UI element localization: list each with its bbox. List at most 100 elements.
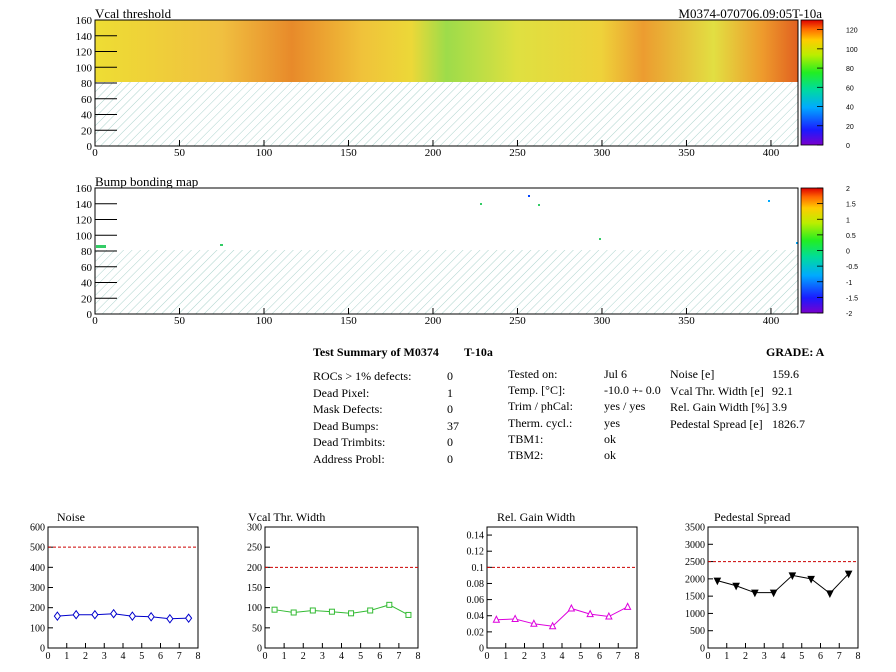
y-tick-label: 0 [87,309,93,321]
x-tick-label: 350 [678,315,695,327]
x-tick-label: 0 [263,651,268,662]
vcal-threshold-map [94,19,799,147]
x-tick-label: 0 [706,651,711,662]
x-tick-label: 8 [416,651,421,662]
x-tick-label: 150 [340,315,357,327]
defect-value: 1 [447,385,453,400]
scale-label: 80 [846,66,854,73]
y-tick-label: 400 [30,563,45,574]
y-tick-label: 100 [76,230,93,242]
x-tick-label: 400 [763,147,780,159]
x-tick-label: 8 [635,651,640,662]
metric-value: 1826.7 [772,417,805,432]
y-tick-label: 1500 [685,592,705,603]
data-point [530,619,538,627]
y-tick-label: 1000 [685,609,705,620]
y-tick-label: 100 [247,603,262,614]
summary-title: Test Summary of M0374 [313,345,439,359]
series-line [496,606,628,627]
x-tick-label: 4 [560,651,565,662]
scale-label: 120 [846,28,858,35]
x-tick-label: 7 [837,651,842,662]
y-tick-label: 80 [81,246,93,258]
vcal-map-data-region [95,20,798,82]
x-tick-label: 7 [396,651,401,662]
defect-label: Dead Pixel: [313,385,370,400]
y-tick-label: 0 [87,141,93,153]
y-tick-label: 0.08 [467,579,485,590]
y-tick-label: 2000 [685,574,705,585]
chart-title: Rel. Gain Width [497,510,575,524]
y-tick-label: 120 [76,215,93,227]
y-tick-label: 600 [30,523,45,534]
x-tick-label: 1 [503,651,508,662]
chart-title: Vcal Thr. Width [248,510,325,524]
data-point [605,611,613,620]
y-tick-label: 200 [30,603,45,614]
data-point [751,589,759,598]
metric-label: Vcal Thr. Width [e] [670,383,764,398]
scale-label: 100 [846,47,858,54]
condition-value: yes [604,415,620,430]
vcal-map-y-axis: 0 20 40 60 80 100 120 140 160 [76,15,117,153]
y-tick-label: 0.06 [467,595,485,606]
x-tick-label: 3 [762,651,767,662]
chart-frame [264,526,419,649]
vcal-map-empty-region [95,82,798,146]
y-tick-label: 160 [76,183,93,195]
x-tick-label: 300 [594,147,611,159]
x-tick-label: 7 [177,651,182,662]
data-point [732,582,740,591]
condition-label: Tested on: [508,367,558,381]
bump-defect-marks [96,195,798,248]
summary-grade: GRADE: A [766,345,825,359]
bump-map-data-region [95,188,798,250]
data-point [309,607,316,614]
y-tick-label: 60 [81,262,93,274]
bump-defect-mark [528,195,530,197]
x-tick-label: 0 [92,315,98,327]
y-tick-label: 0.14 [467,531,485,542]
x-tick-label: 400 [763,315,780,327]
y-tick-label: 500 [690,626,705,637]
y-tick-label: 20 [81,125,93,137]
scale-label: 20 [846,124,854,131]
data-point [386,601,393,608]
condition-value: ok [604,431,616,446]
scale-label: 1.5 [846,202,856,209]
scale-label: 0.5 [846,233,856,240]
condition-value: yes / yes [604,399,646,414]
y-tick-label: 250 [247,543,262,554]
bump-defect-mark [96,245,106,248]
scale-label: -2 [846,311,852,318]
scale-label: -1.5 [846,295,858,302]
bump-map-title: Bump bonding map [95,174,198,189]
vcal-color-bar [800,19,824,146]
condition-value: ok [604,448,616,462]
y-tick-label: 0 [479,644,484,655]
scale-label: 2 [846,186,850,193]
data-point [807,575,815,584]
chart-frame [486,526,638,649]
x-tick-label: 100 [256,147,273,159]
y-tick-label: 0 [257,644,262,655]
y-tick-label: 60 [81,94,93,106]
data-point [185,613,193,623]
x-tick-label: 1 [724,651,729,662]
x-tick-label: 1 [64,651,69,662]
y-tick-label: 300 [30,583,45,594]
x-tick-label: 2 [522,651,527,662]
data-point [290,609,297,616]
x-tick-label: 4 [121,651,126,662]
y-tick-label: 3000 [685,540,705,551]
x-tick-label: 3 [320,651,325,662]
data-point [826,590,834,598]
y-tick-label: 2500 [685,557,705,568]
data-point [328,608,335,615]
x-tick-label: 4 [339,651,344,662]
bump-defect-mark [538,204,540,206]
data-point [405,611,412,618]
y-tick-label: 40 [81,278,93,290]
